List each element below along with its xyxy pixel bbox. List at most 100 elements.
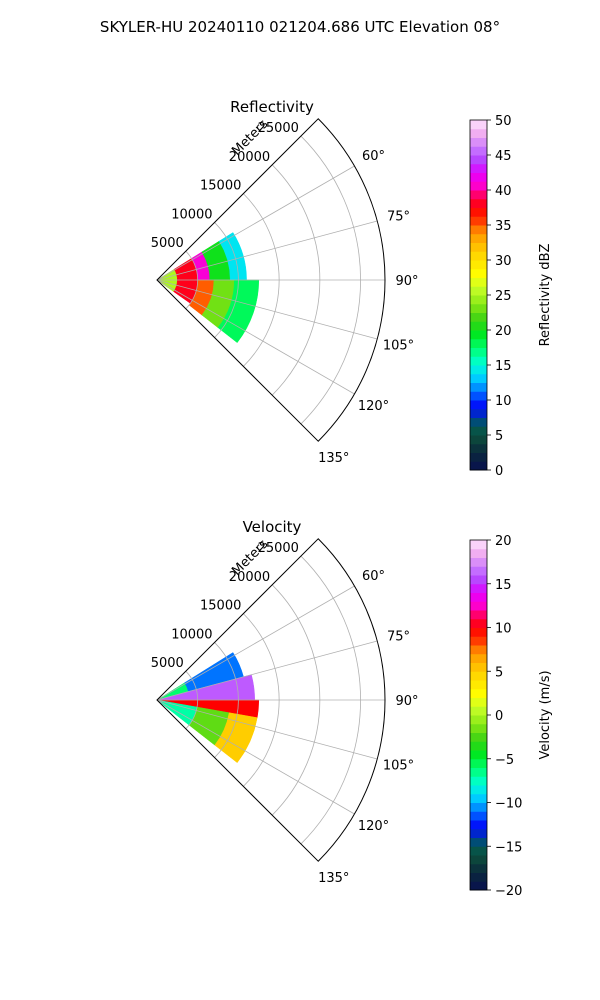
reflectivity-colorbar-swatch [470,356,487,366]
reflectivity-colorbar-tick-label: 35 [495,219,512,234]
velocity-colorbar-swatch [470,636,487,646]
velocity-colorbar-swatch [470,881,487,891]
velocity-colorbar-swatch [470,750,487,760]
velocity-azimuth-tick-label: 90° [395,694,418,709]
reflectivity-azimuth-tick-label: 90° [395,274,418,289]
reflectivity-azimuth-tick-label: 120° [358,399,389,414]
velocity-colorbar-swatch [470,697,487,707]
velocity-azimuth-line [156,585,355,701]
reflectivity-colorbar-swatch [470,435,487,445]
reflectivity-colorbar-swatch [470,163,487,173]
velocity-colorbar-swatch [470,645,487,655]
velocity-colorbar-swatch [470,776,487,786]
reflectivity-range-tick-label: 15000 [200,179,241,194]
velocity-colorbar-tick-label: 20 [495,534,512,549]
velocity-azimuth-tick-label: 120° [358,819,389,834]
reflectivity-colorbar-swatch [470,417,487,427]
reflectivity-range-tick-label: 10000 [171,207,212,222]
velocity-colorbar-swatch [470,767,487,777]
reflectivity-axes-frame [156,118,386,442]
velocity-colorbar-swatch [470,653,487,663]
velocity-colorbar-swatch [470,566,487,576]
reflectivity-azimuth-tick-label: 75° [387,209,410,224]
velocity-colorbar-swatch [470,855,487,865]
reflectivity-data-cell [217,279,260,344]
reflectivity-colorbar-label: Reflectivity dBZ [538,244,553,347]
velocity-colorbar-swatch [470,557,487,567]
reflectivity-colorbar-swatch [470,461,487,471]
reflectivity-range-tick-label: 5000 [151,236,184,251]
reflectivity-colorbar-tick-label: 20 [495,324,512,339]
reflectivity-colorbar-swatch [470,452,487,462]
reflectivity-title: Reflectivity [230,98,314,116]
velocity-colorbar-swatch [470,723,487,733]
velocity-colorbar-swatch [470,610,487,620]
reflectivity-colorbar-swatch [470,408,487,418]
velocity-colorbar-swatch [470,575,487,585]
velocity-colorbar-swatch [470,548,487,558]
velocity-colorbar-swatch [470,828,487,838]
reflectivity-colorbar-tick-label: 30 [495,254,512,269]
reflectivity-azimuth-line [156,220,378,281]
velocity-colorbar-swatch [470,872,487,882]
reflectivity-colorbar-swatch [470,338,487,348]
reflectivity-colorbar-tick-label: 5 [495,429,503,444]
reflectivity-colorbar-tick-label: 15 [495,359,512,374]
reflectivity-colorbar-swatch [470,233,487,243]
reflectivity-colorbar-swatch [470,295,487,305]
velocity-azimuth-line [156,699,355,815]
velocity-range-tick-label: 5000 [151,656,184,671]
reflectivity-colorbar-tick-label: 25 [495,289,512,304]
reflectivity-colorbar-swatch [470,268,487,278]
velocity-azimuth-tick-label: 105° [383,759,414,774]
reflectivity-colorbar-swatch [470,181,487,191]
velocity-colorbar-swatch [470,837,487,847]
reflectivity-colorbar-swatch [470,400,487,410]
velocity-colorbar-swatch [470,811,487,821]
reflectivity-colorbar-swatch [470,365,487,375]
velocity-colorbar-swatch [470,863,487,873]
reflectivity-azimuth-line [156,165,355,281]
reflectivity-colorbar-swatch [470,225,487,235]
velocity-colorbar-swatch [470,592,487,602]
velocity-colorbar-swatch [470,540,487,550]
velocity-colorbar-tick-label: 0 [495,709,503,724]
reflectivity-colorbar-swatch [470,347,487,357]
velocity-azimuth-line [156,699,378,760]
velocity-colorbar-swatch [470,688,487,698]
reflectivity-azimuth-line [156,279,378,340]
velocity-colorbar-tick-label: 10 [495,622,512,637]
reflectivity-range-tick-label: 25000 [258,121,299,136]
velocity-range-tick-label: 20000 [229,570,270,585]
reflectivity-colorbar-swatch [470,260,487,270]
velocity-colorbar-tick-label: 15 [495,578,512,593]
velocity-colorbar-swatch [470,732,487,742]
velocity-colorbar-swatch [470,758,487,768]
velocity-colorbar-tick-label: −10 [495,797,522,812]
reflectivity-colorbar-swatch [470,216,487,226]
reflectivity-colorbar-swatch [470,373,487,383]
reflectivity-colorbar-swatch [470,242,487,252]
velocity-range-tick-label: 10000 [171,627,212,642]
reflectivity-colorbar-tick-label: 0 [495,464,503,479]
reflectivity-colorbar-swatch [470,198,487,208]
reflectivity-colorbar-tick-label: 50 [495,114,512,129]
velocity-colorbar-swatch [470,741,487,751]
reflectivity-azimuth-tick-label: 60° [362,149,385,164]
reflectivity-azimuth-tick-label: 135° [318,451,349,466]
reflectivity-colorbar-swatch [470,207,487,217]
reflectivity-colorbar-swatch [470,120,487,130]
velocity-colorbar-swatch [470,802,487,812]
velocity-range-tick-label: 25000 [258,541,299,556]
velocity-azimuth-line [156,640,378,701]
velocity-azimuth-tick-label: 135° [318,871,349,886]
reflectivity-colorbar-swatch [470,146,487,156]
reflectivity-colorbar-swatch [470,286,487,296]
reflectivity-colorbar-swatch [470,303,487,313]
reflectivity-colorbar: 0 5 10 15 20 25 30 35 40 45 50 Reflectivity dBZ [469,114,553,479]
velocity-colorbar-swatch [470,706,487,716]
reflectivity-colorbar-swatch [470,426,487,436]
reflectivity-colorbar-swatch [470,443,487,453]
